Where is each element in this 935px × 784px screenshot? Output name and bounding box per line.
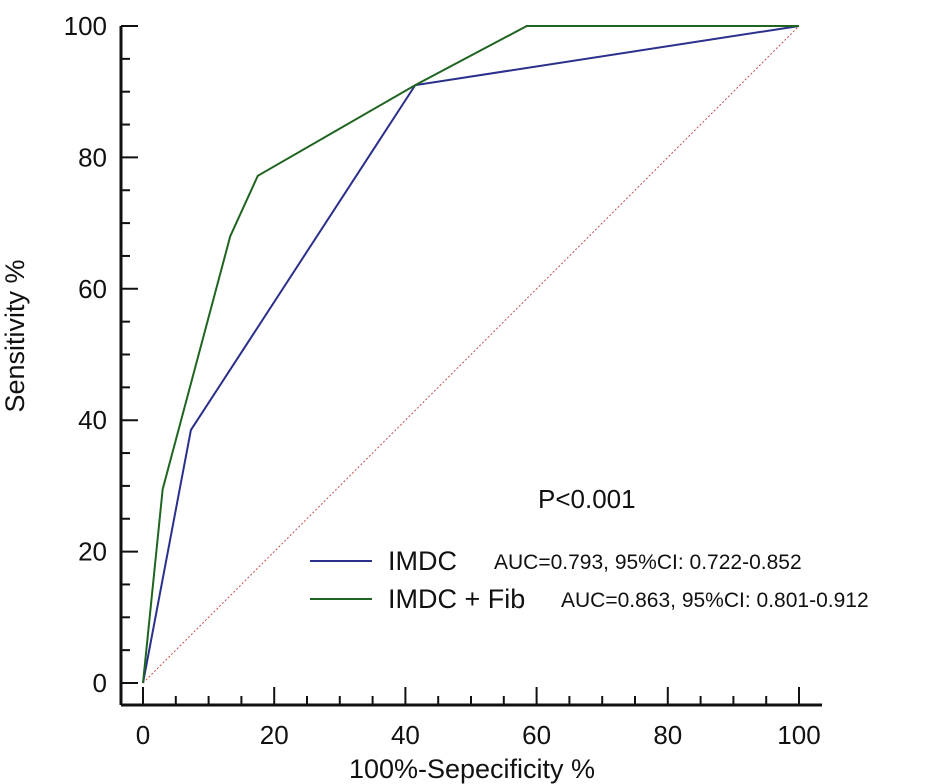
x-tick-label: 100 — [777, 720, 820, 750]
x-axis-title: 100%-Sepecificity % — [349, 754, 595, 784]
x-tick-label: 80 — [653, 720, 682, 750]
legend-auc-imdc: AUC=0.793, 95%CI: 0.722-0.852 — [494, 551, 802, 574]
series-layer — [142, 25, 800, 684]
y-tick-label: 40 — [78, 405, 107, 435]
y-tick-label: 20 — [78, 537, 107, 567]
x-tick-label: 20 — [260, 720, 289, 750]
legend-auc-imdc-fib: AUC=0.863, 95%CI: 0.801-0.912 — [561, 589, 869, 612]
series-line-imdc — [142, 25, 800, 684]
p-value-annotation: P<0.001 — [538, 484, 636, 514]
y-tick-label: 80 — [78, 142, 107, 172]
x-tick-label: 0 — [136, 720, 150, 750]
axes-layer: 0 20 40 60 80 100 0 20 40 60 80 100 — [64, 11, 822, 750]
y-tick-label: 0 — [93, 668, 107, 698]
x-tick-label: 40 — [391, 720, 420, 750]
legend-label-imdc-fib: IMDC + Fib — [388, 584, 525, 614]
y-tick-label: 60 — [78, 274, 107, 304]
series-line-imdc-fib — [142, 25, 799, 684]
reference-diagonal-line — [142, 25, 800, 684]
x-tick-label: 60 — [522, 720, 551, 750]
legend: IMDC AUC=0.793, 95%CI: 0.722-0.852 IMDC … — [310, 546, 869, 614]
y-tick-label: 100 — [64, 11, 107, 41]
y-axis-title: Sensitivity % — [0, 259, 30, 412]
legend-label-imdc: IMDC — [388, 546, 457, 576]
